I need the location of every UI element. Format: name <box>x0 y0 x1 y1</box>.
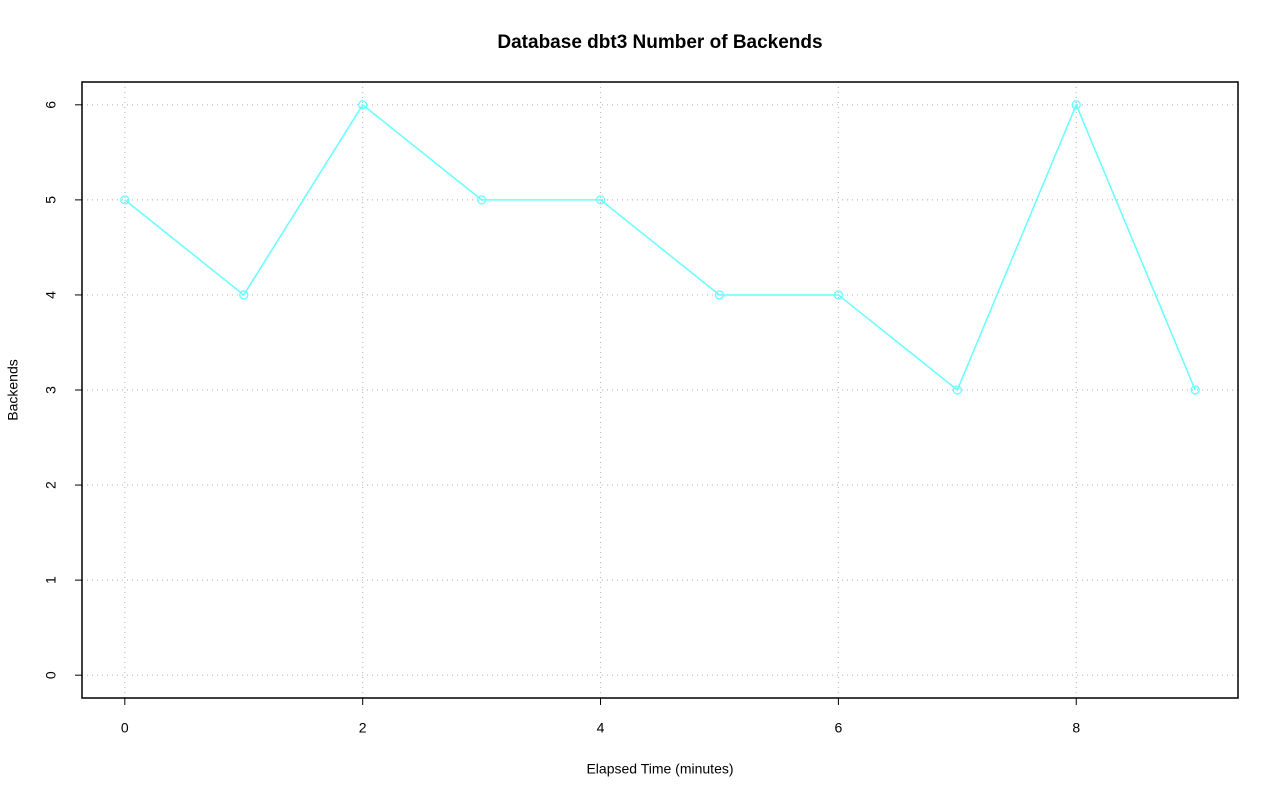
y-tick-label: 3 <box>43 386 59 394</box>
y-tick-label: 2 <box>43 481 59 489</box>
chart-title: Database dbt3 Number of Backends <box>497 32 822 53</box>
data-point <box>833 290 844 300</box>
y-tick-label: 4 <box>43 291 59 299</box>
y-tick-label: 0 <box>43 671 59 679</box>
data-point <box>952 385 962 395</box>
x-tick-label: 8 <box>1072 720 1080 736</box>
data-line <box>124 102 1196 392</box>
x-tick-label: 6 <box>834 720 842 736</box>
y-tick-label: 5 <box>43 196 59 204</box>
y-tick-label: 6 <box>43 101 59 109</box>
data-point <box>1071 100 1081 110</box>
data-point <box>1190 385 1200 395</box>
data-point <box>239 290 249 300</box>
data-point <box>358 100 368 110</box>
y-tick-label: 1 <box>43 576 59 584</box>
data-point <box>120 195 130 205</box>
plot-frame <box>81 81 1239 699</box>
x-tick-label: 4 <box>597 720 605 736</box>
x-axis-label: Elapsed Time (minutes) <box>586 761 733 777</box>
y-axis-label: Backends <box>5 359 21 420</box>
x-tick-label: 2 <box>359 720 367 736</box>
data-point <box>714 290 725 300</box>
data-point <box>595 195 606 205</box>
x-tick-label: 0 <box>121 720 129 736</box>
data-point <box>476 195 487 205</box>
